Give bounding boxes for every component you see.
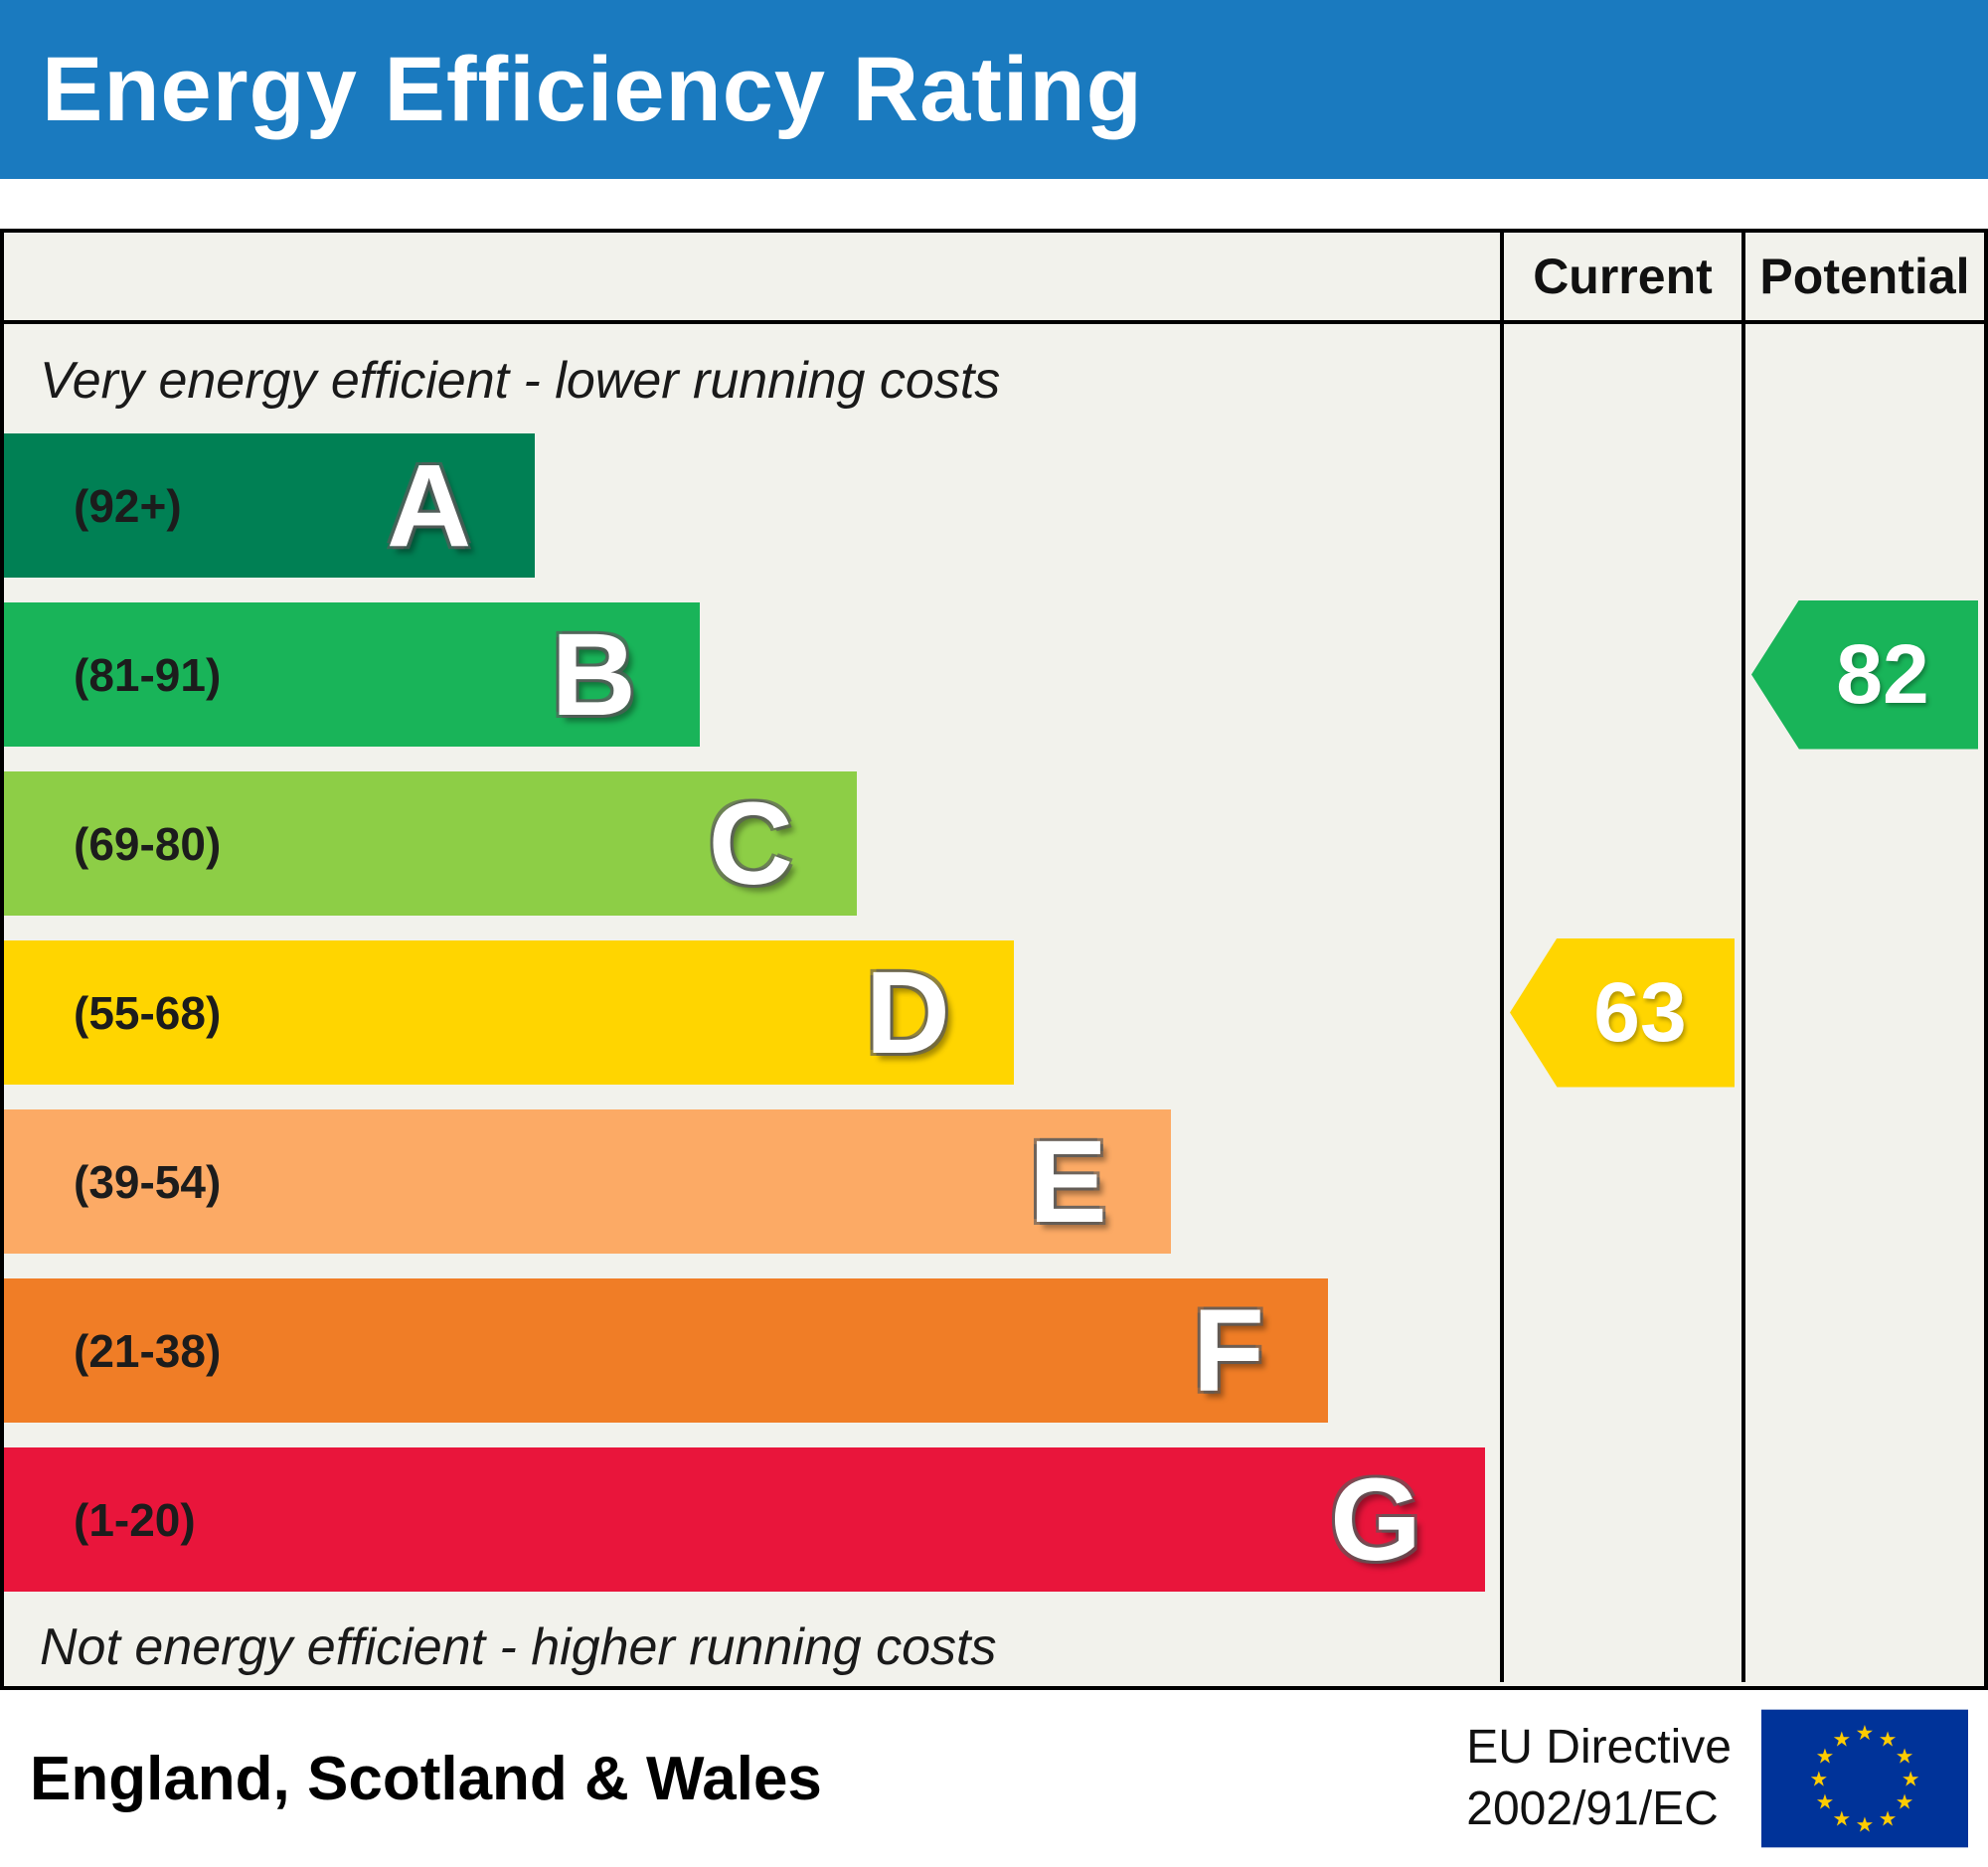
- eu-flag-icon: ★ ★★★★★★★★★★★: [1761, 1709, 1968, 1848]
- svg-text:★: ★: [1879, 1806, 1898, 1830]
- bands-area: Very energy efficient - lower running co…: [4, 324, 1500, 1682]
- rating-table: Current Potential Very energy efficient …: [0, 229, 1988, 1690]
- top-note: Very energy efficient - lower running co…: [40, 352, 1001, 410]
- band-letter: G: [1330, 1453, 1421, 1586]
- potential-column: 82: [1741, 324, 1984, 1682]
- band-letter: B: [551, 608, 636, 741]
- column-header-row: Current Potential: [4, 233, 1984, 324]
- svg-text:★: ★: [1896, 1790, 1914, 1814]
- band-row-b: (81-91) B: [4, 602, 1500, 747]
- band-letter: E: [1029, 1115, 1107, 1248]
- band-row-a: (92+) A: [4, 433, 1500, 578]
- band-range-label: (21-38): [74, 1324, 222, 1377]
- band-list: (92+) A (81-91) B (69-80) C (55-68) D (39-54) E (2…: [4, 433, 1500, 1592]
- svg-text:★: ★: [1816, 1790, 1835, 1814]
- bottom-note: Not energy efficient - higher running co…: [40, 1618, 997, 1676]
- svg-text:★: ★: [1809, 1767, 1828, 1790]
- svg-text:★: ★: [1833, 1806, 1852, 1830]
- current-column-header: Current: [1500, 233, 1741, 320]
- title-bar: Energy Efficiency Rating: [0, 0, 1988, 179]
- band-bar-b: (81-91) B: [4, 602, 700, 747]
- current-column: 63: [1500, 324, 1741, 1682]
- svg-text:★: ★: [1879, 1727, 1898, 1751]
- band-letter: F: [1192, 1284, 1264, 1417]
- potential-rating-value: 82: [1836, 627, 1929, 721]
- band-row-g: (1-20) G: [4, 1447, 1500, 1592]
- band-letter: C: [708, 777, 793, 910]
- svg-text:★: ★: [1896, 1744, 1914, 1768]
- header-spacer: [4, 233, 1500, 320]
- current-rating-value: 63: [1593, 965, 1687, 1059]
- band-range-label: (69-80): [74, 817, 222, 870]
- svg-text:★: ★: [1902, 1767, 1920, 1790]
- band-letter: D: [865, 946, 950, 1079]
- table-body: Very energy efficient - lower running co…: [4, 324, 1984, 1682]
- band-bar-e: (39-54) E: [4, 1109, 1171, 1254]
- band-row-e: (39-54) E: [4, 1109, 1500, 1254]
- band-range-label: (39-54): [74, 1155, 222, 1208]
- band-row-c: (69-80) C: [4, 771, 1500, 916]
- band-bar-f: (21-38) F: [4, 1278, 1328, 1423]
- region-label: England, Scotland & Wales: [30, 1744, 822, 1813]
- band-bar-d: (55-68) D: [4, 940, 1014, 1085]
- potential-column-header: Potential: [1741, 233, 1984, 320]
- band-bar-g: (1-20) G: [4, 1447, 1485, 1592]
- band-letter: A: [387, 439, 472, 572]
- eu-directive-line1: EU Directive: [1466, 1720, 1732, 1774]
- band-range-label: (81-91): [74, 648, 222, 701]
- svg-text:★: ★: [1856, 1721, 1875, 1745]
- band-row-f: (21-38) F: [4, 1278, 1500, 1423]
- band-range-label: (92+): [74, 479, 182, 532]
- band-bar-a: (92+) A: [4, 433, 536, 578]
- potential-rating-tag: 82: [1751, 599, 1978, 750]
- eu-directive-label: EU Directive 2002/91/EC: [1466, 1717, 1732, 1841]
- svg-text:★: ★: [1833, 1727, 1852, 1751]
- current-rating-tag: 63: [1510, 937, 1735, 1088]
- band-range-label: (55-68): [74, 986, 222, 1039]
- page-title: Energy Efficiency Rating: [42, 38, 1143, 140]
- band-range-label: (1-20): [74, 1493, 196, 1546]
- band-row-d: (55-68) D: [4, 940, 1500, 1085]
- footer: England, Scotland & Wales EU Directive 2…: [0, 1690, 1988, 1867]
- svg-text:★: ★: [1816, 1744, 1835, 1768]
- band-bar-c: (69-80) C: [4, 771, 857, 916]
- svg-text:★: ★: [1856, 1813, 1875, 1837]
- eu-directive-line2: 2002/91/EC: [1466, 1782, 1719, 1835]
